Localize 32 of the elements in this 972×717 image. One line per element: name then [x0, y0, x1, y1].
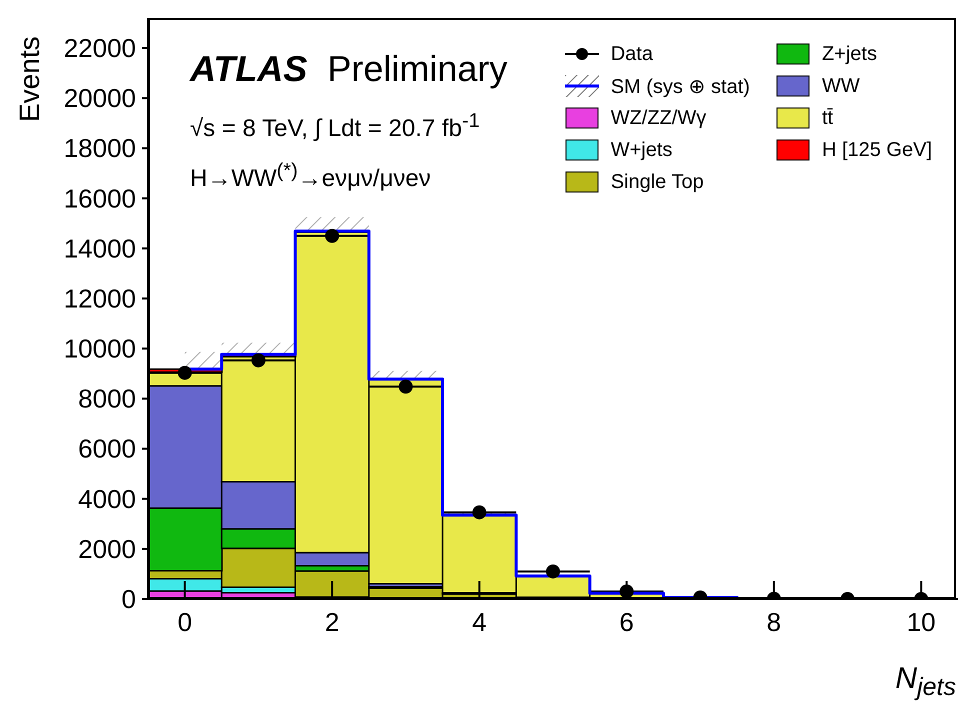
legend-label: tt̄	[822, 106, 834, 130]
y-tick-label: 18000	[64, 133, 136, 164]
x-tick-label: 2	[324, 607, 340, 637]
y-tick-label: 20000	[64, 83, 136, 114]
legend-label: H [125 GeV]	[822, 138, 932, 162]
y-tick-label: 10000	[64, 334, 136, 364]
y-tick-label: 8000	[78, 384, 136, 414]
legend-label: SM (sys ⊕ stat)	[610, 74, 750, 98]
legend-label: Single Top	[610, 170, 704, 194]
x-axis-title: N$_{jets}$	[895, 662, 956, 702]
legend-label: W+jets	[610, 138, 672, 162]
legend-label: WW	[822, 74, 860, 98]
y-tick-label: 6000	[78, 434, 136, 464]
y-tick-label: 12000	[64, 283, 136, 314]
y-tick-label: 2000	[78, 534, 136, 564]
legend-label: WZ/ZZ/Wγ	[610, 106, 706, 130]
y-tick-label: 0	[122, 584, 136, 614]
x-tick-label: 0	[178, 607, 192, 637]
x-tick-label: 4	[472, 607, 487, 637]
x-tick-label: 6	[619, 607, 634, 637]
y-tick-label: 4000	[78, 484, 136, 514]
y-tick-label: 16000	[64, 183, 136, 214]
x-tick-label: 8	[766, 607, 782, 637]
text: ATLAS Preliminary	[190, 48, 508, 90]
annotation: H→WW$^{(*)}$→eνμν/μνeν	[190, 160, 431, 193]
y-axis-title: Events	[14, 36, 46, 122]
y-tick-label: 14000	[64, 233, 136, 264]
annotation: √s = 8 TeV, ∫ Ldt = 20.7 fb$^{-1}$	[190, 110, 480, 143]
legend-label: Z+jets	[822, 42, 877, 66]
x-tick-label: 10	[906, 607, 936, 637]
y-tick-label: 22000	[64, 33, 136, 64]
legend-label: Data	[610, 42, 653, 66]
